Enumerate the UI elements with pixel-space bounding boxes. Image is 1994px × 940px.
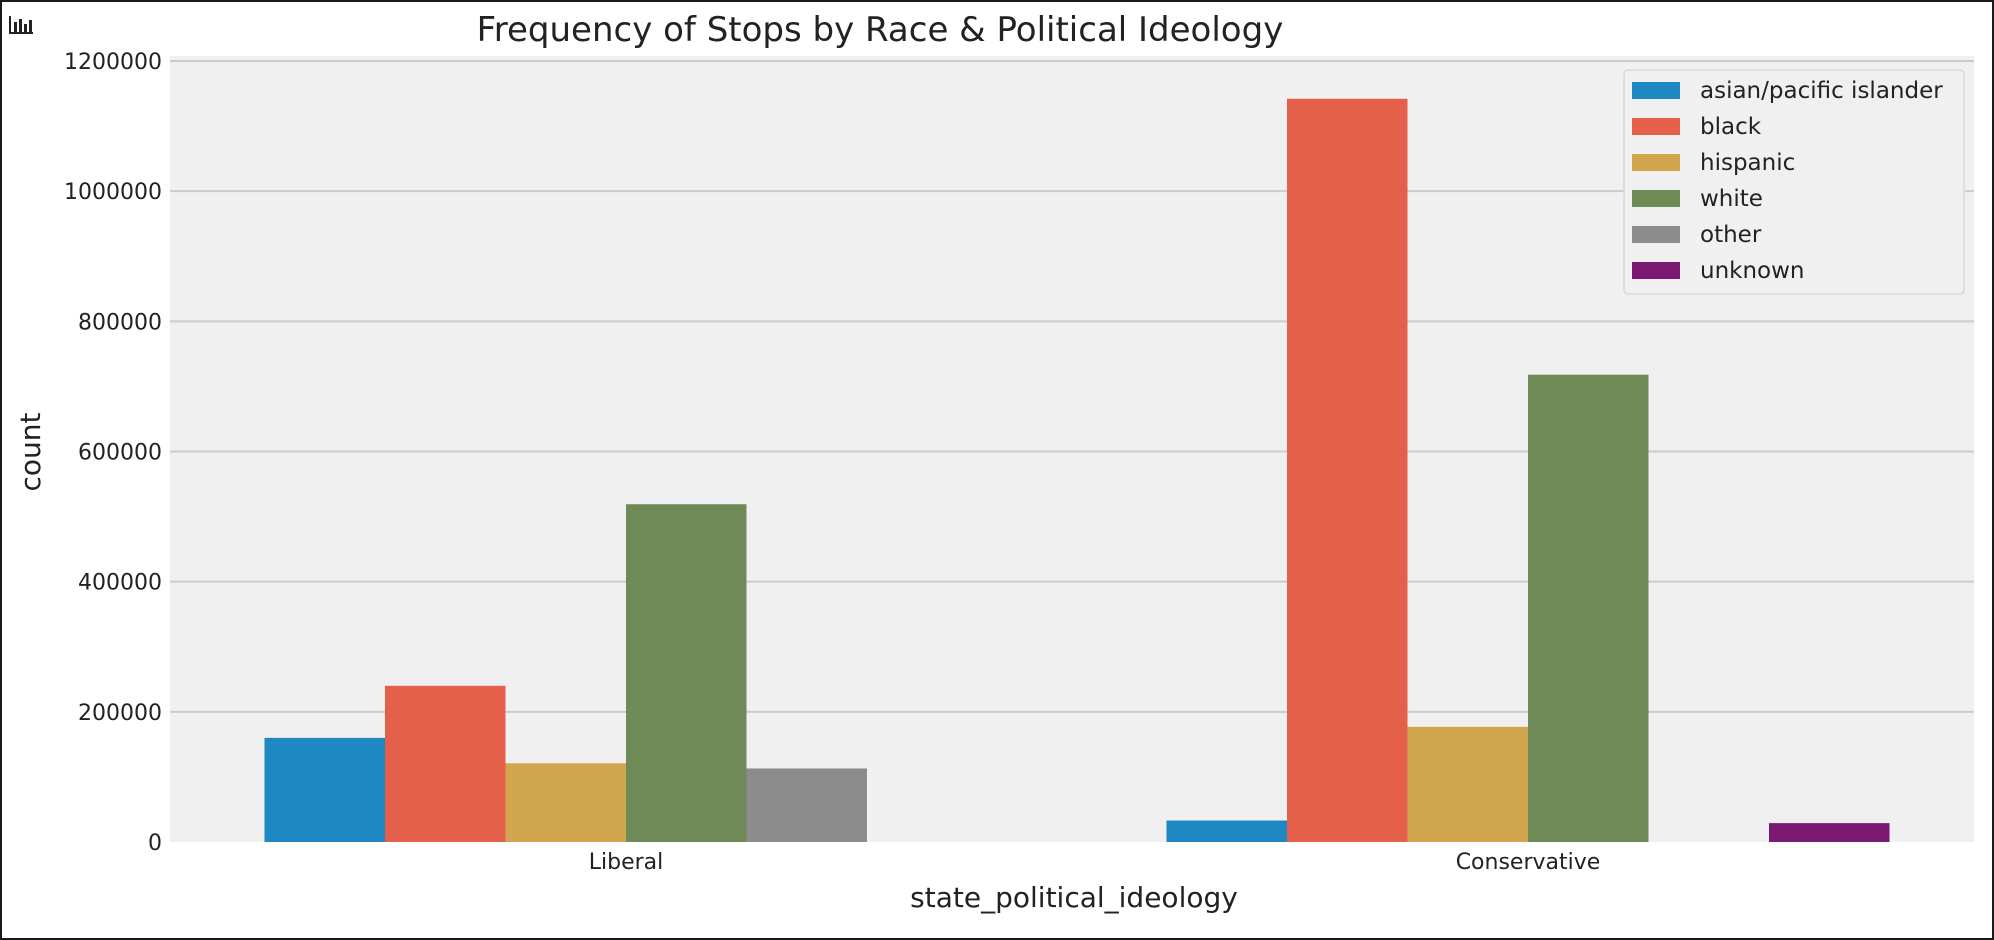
legend-box	[1623, 69, 1965, 295]
y-tick-labels: 0 200000 400000 600000 800000 1000000 1200000	[64, 50, 162, 856]
bar-asian-pacific-islander-conservative	[1166, 820, 1287, 842]
bar-hispanic-liberal	[505, 763, 626, 842]
bar-white-liberal	[626, 504, 747, 842]
legend-label: other	[1700, 222, 1762, 248]
x-tick-label: Conservative	[1456, 850, 1601, 875]
legend-label: asian/pacific islander	[1700, 78, 1943, 104]
bar-chart-icon[interactable]	[8, 14, 34, 36]
bar-white-conservative	[1528, 374, 1649, 842]
legend-swatch	[1632, 190, 1680, 207]
bar-other-liberal	[746, 768, 867, 842]
y-tick-label: 1200000	[64, 50, 162, 75]
y-tick-label: 200000	[78, 701, 162, 726]
legend-swatch	[1632, 226, 1680, 243]
y-axis-label: count	[14, 412, 47, 491]
x-tick-label: Liberal	[589, 850, 664, 875]
legend-swatch	[1632, 118, 1680, 135]
x-axis-label: state_political_ideology	[910, 881, 1238, 914]
x-tick-labels: Liberal Conservative	[589, 850, 1601, 875]
legend: asian/pacific islander black hispanic white…	[1623, 69, 1965, 295]
y-tick-label: 1000000	[64, 180, 162, 205]
y-tick-label: 800000	[78, 310, 162, 335]
bar-black-conservative	[1287, 98, 1408, 842]
legend-swatch	[1632, 82, 1680, 99]
legend-label: black	[1700, 114, 1762, 140]
legend-label: hispanic	[1700, 150, 1795, 176]
legend-swatch	[1632, 262, 1680, 279]
bar-asian-pacific-islander-liberal	[264, 737, 385, 842]
bar-unknown-conservative	[1769, 823, 1890, 842]
legend-label: unknown	[1700, 258, 1805, 284]
y-tick-label: 600000	[78, 441, 162, 466]
bars-group	[264, 98, 1890, 842]
legend-label: white	[1700, 186, 1763, 212]
legend-swatch	[1632, 154, 1680, 171]
chart-title: Frequency of Stops by Race & Political I…	[477, 10, 1284, 50]
bar-hispanic-conservative	[1407, 726, 1528, 842]
y-tick-label: 0	[148, 831, 162, 856]
y-tick-label: 400000	[78, 571, 162, 596]
gridlines	[170, 60, 1974, 713]
bar-black-liberal	[385, 685, 506, 842]
